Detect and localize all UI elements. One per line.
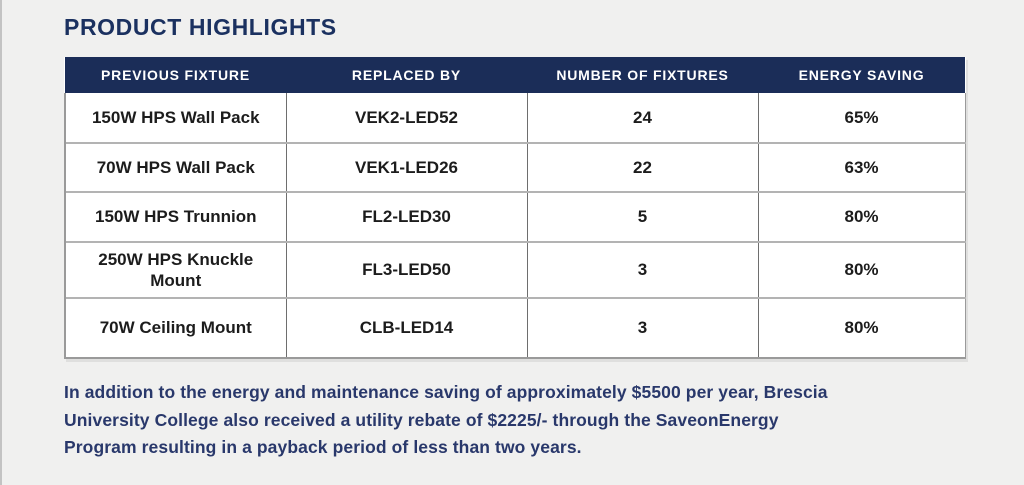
cell-energy-saving: 80% bbox=[757, 297, 966, 359]
cell-replaced-by: FL3-LED50 bbox=[285, 241, 528, 298]
cell-previous-fixture: 150W HPS Wall Pack bbox=[64, 93, 287, 143]
fixture-replacement-table: PREVIOUS FIXTURE REPLACED BY NUMBER OF F… bbox=[64, 57, 966, 359]
table-header-row: PREVIOUS FIXTURE REPLACED BY NUMBER OF F… bbox=[65, 57, 965, 93]
summary-paragraph: In addition to the energy and maintenanc… bbox=[64, 382, 828, 457]
cell-energy-saving: 80% bbox=[757, 241, 966, 298]
page-title: PRODUCT HIGHLIGHTS bbox=[64, 14, 337, 40]
table-row: 70W Ceiling Mount CLB-LED14 3 80% bbox=[64, 297, 966, 359]
cell-previous-fixture: 70W HPS Wall Pack bbox=[64, 142, 287, 192]
table-row: 70W HPS Wall Pack VEK1-LED26 22 63% bbox=[64, 142, 966, 192]
table-row: 150W HPS Wall Pack VEK2-LED52 24 65% bbox=[64, 93, 966, 143]
table-row: 150W HPS Trunnion FL2-LED30 5 80% bbox=[64, 191, 966, 242]
cell-replaced-by: VEK2-LED52 bbox=[285, 93, 528, 143]
cell-number-of-fixtures: 24 bbox=[526, 93, 759, 143]
cell-previous-fixture: 250W HPS Knuckle Mount bbox=[64, 241, 287, 298]
column-header-replaced-by: REPLACED BY bbox=[286, 57, 527, 93]
cell-number-of-fixtures: 22 bbox=[526, 142, 759, 192]
cell-number-of-fixtures: 3 bbox=[526, 241, 759, 298]
column-header-energy-saving: ENERGY SAVING bbox=[758, 57, 965, 93]
cell-number-of-fixtures: 3 bbox=[526, 297, 759, 359]
cell-previous-fixture: 150W HPS Trunnion bbox=[64, 191, 287, 242]
table-row: 250W HPS Knuckle Mount FL3-LED50 3 80% bbox=[64, 241, 966, 298]
cell-replaced-by: CLB-LED14 bbox=[285, 297, 528, 359]
cell-energy-saving: 63% bbox=[757, 142, 966, 192]
cell-energy-saving: 65% bbox=[757, 93, 966, 143]
column-header-previous-fixture: PREVIOUS FIXTURE bbox=[65, 57, 286, 93]
cell-number-of-fixtures: 5 bbox=[526, 191, 759, 242]
cell-replaced-by: FL2-LED30 bbox=[285, 191, 528, 242]
cell-energy-saving: 80% bbox=[757, 191, 966, 242]
column-header-number-of-fixtures: NUMBER OF FIXTURES bbox=[527, 57, 758, 93]
cell-previous-fixture: 70W Ceiling Mount bbox=[64, 297, 287, 359]
cell-replaced-by: VEK1-LED26 bbox=[285, 142, 528, 192]
